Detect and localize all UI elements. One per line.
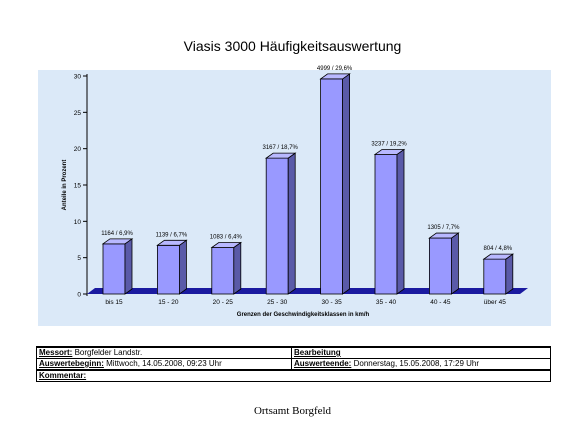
x-tick-label: 25 - 30 [267,299,288,306]
bar-top [428,232,460,239]
data-label: 1083 / 6,4% [210,234,243,240]
bar-side [178,239,187,295]
bar-front [211,247,235,295]
beginn-value: Mittwoch, 14.05.2008, 09:23 Uhr [106,359,222,368]
y-tick-label: 15 [74,183,82,190]
kommentar-label: Kommentar: [39,371,87,380]
bar-side [233,241,242,295]
bar-top [101,238,134,245]
bar [210,241,243,295]
bar-front [320,78,344,295]
bar-front [483,258,507,295]
bar-top [156,239,188,246]
x-axis-title: Grenzen der Geschwindigkeitsklassen in k… [237,312,370,318]
bearbeitung-label: Bearbeitung [294,348,341,357]
y-tick-label: 30 [74,74,82,81]
data-label: 4999 / 29,6% [317,66,353,72]
bar [101,238,134,295]
bar-front [374,154,398,295]
bar [264,152,297,295]
bar-chart: 0 5 10 15 20 25 30 Anteile in Prozent Grenzen de… [38,66,551,326]
bar [428,232,460,295]
x-tick-label: bis 15 [105,299,123,306]
x-tick-label: 35 - 40 [376,299,397,306]
info-table: Messort: Borgfelder Landstr. Bearbeitung… [36,346,551,382]
x-tick-label: über 45 [484,299,506,306]
bar [373,148,406,295]
bar-top [482,253,515,260]
bar-top [373,149,406,155]
bar-top [319,73,351,80]
beginn-label: Auswertebeginn: [39,359,104,368]
bar-side [342,73,351,295]
data-label: 1305 / 7,7% [427,225,460,231]
bar-front [156,244,180,295]
messort-cell: Messort: Borgfelder Landstr. [36,346,292,359]
chart-title: Viasis 3000 Häufigkeitsauswertung [183,38,402,54]
bar-top [264,152,297,159]
ende-label: Auswerteende: [294,359,352,368]
bar [482,253,515,295]
kommentar-cell: Kommentar: [36,369,551,382]
ende-value: Donnerstag, 15.05.2008, 17:29 Uhr [353,359,480,368]
y-axis-title: Anteile in Prozent [62,160,68,211]
messort-value: Borgfelder Landstr. [74,348,143,357]
bar [319,73,351,295]
bar-side [124,238,133,295]
data-label: 3237 / 19,2% [371,141,407,147]
x-tick-label: 30 - 35 [321,299,342,306]
messort-label: Messort: [39,348,73,357]
y-tick-label: 5 [77,255,81,262]
bearbeitung-cell: Bearbeitung [291,346,551,359]
x-tick-label: 40 - 45 [430,299,451,306]
x-tick-label: 20 - 25 [213,299,234,306]
y-tick-label: 0 [77,292,81,299]
ende-cell: Auswerteende: Donnerstag, 15.05.2008, 17… [291,358,551,371]
bar-front [265,157,289,295]
y-tick-label: 10 [74,219,82,226]
y-tick-label: 20 [74,146,82,153]
bar-side [287,152,296,295]
beginn-cell: Auswertebeginn: Mittwoch, 14.05.2008, 09… [36,358,292,371]
bar-side [396,148,405,295]
data-label: 1139 / 6,7% [156,232,188,238]
bar-front [428,237,452,295]
bar-side [505,253,514,295]
data-label: 804 / 4,8% [483,246,512,252]
data-label: 3167 / 18,7% [263,145,299,151]
footer-text: Ortsamt Borgfeld [253,405,332,417]
y-tick-label: 25 [74,110,82,117]
x-tick-label: 15 - 20 [158,299,179,306]
bar-side [450,232,459,295]
bar-top [210,242,243,248]
chart-floor [87,288,528,294]
data-label: 1164 / 6,9% [101,231,133,237]
bar-front [102,243,126,295]
bar [156,239,188,295]
